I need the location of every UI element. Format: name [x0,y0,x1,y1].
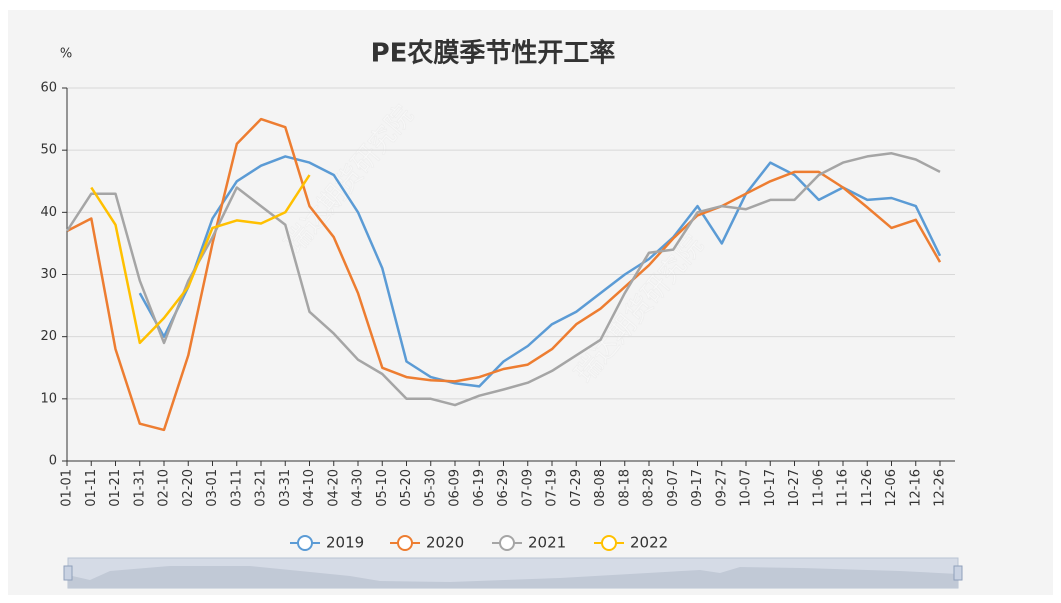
x-tick-label: 01-21 [108,469,123,507]
x-tick-label: 11-06 [811,469,826,507]
legend-label: 2021 [528,534,566,552]
x-tick-label: 05-30 [423,469,438,507]
legend-item[interactable]: 2020 [390,534,464,552]
legend-item[interactable]: 2022 [594,534,668,552]
legend-label: 2020 [426,534,464,552]
zoom-handle[interactable] [63,565,73,581]
chart-background [8,10,1053,595]
x-tick-label: 05-10 [375,469,390,507]
x-tick-label: 08-28 [642,469,657,507]
zoom-handle[interactable] [953,565,963,581]
legend-item[interactable]: 2019 [290,534,364,552]
legend-marker [499,535,515,551]
y-tick-label: 10 [40,391,57,406]
x-tick-label: 01-31 [132,469,147,507]
legend-label: 2019 [326,534,364,552]
x-tick-label: 10-27 [787,469,802,507]
x-tick-label: 04-30 [351,469,366,507]
x-tick-label: 12-06 [884,469,899,507]
x-tick-label: 06-09 [448,469,463,507]
x-tick-label: 02-20 [181,469,196,507]
x-tick-label: 06-29 [496,469,511,507]
x-tick-label: 09-17 [690,469,705,507]
x-tick-label: 10-07 [739,469,754,507]
x-tick-label: 03-11 [229,469,244,507]
x-tick-label: 08-18 [617,469,632,507]
y-tick-label: 30 [40,267,57,282]
legend-marker [397,535,413,551]
x-tick-label: 03-01 [205,469,220,507]
y-axis-label: % [60,47,72,62]
x-tick-label: 06-19 [472,469,487,507]
x-tick-label: 07-29 [569,469,584,507]
x-tick-label: 11-26 [860,469,875,507]
series-line [66,117,942,432]
legend-marker [297,535,313,551]
x-tick-label: 12-16 [908,469,923,507]
x-tick-label: 10-17 [763,469,778,507]
series-line [65,152,941,407]
legend-marker [601,535,617,551]
x-tick-label: 04-10 [302,469,317,507]
y-tick-label: 60 [40,81,57,96]
legend-item[interactable]: 2021 [492,534,566,552]
x-tick-label: 03-21 [254,469,269,507]
x-tick-label: 09-07 [666,469,681,507]
y-tick-label: 50 [40,143,57,158]
y-tick-label: 20 [40,329,57,344]
series-line [90,174,311,345]
y-tick-label: 0 [49,454,57,469]
x-tick-label: 07-19 [545,469,560,507]
x-tick-label: 11-16 [836,469,851,507]
x-tick-label: 04-20 [326,469,341,507]
x-tick-label: 09-27 [714,469,729,507]
legend-label: 2022 [630,534,668,552]
x-tick-label: 12-26 [933,469,948,507]
data-zoom[interactable] [63,557,963,589]
y-tick-label: 40 [40,205,57,220]
x-tick-label: 01-01 [60,469,75,507]
x-tick-label: 02-10 [157,469,172,507]
zoom-preview [68,566,958,588]
chart-title: PE农膜季节性开工率 [371,38,616,69]
x-tick-label: 05-20 [399,469,414,507]
x-tick-label: 08-08 [593,469,608,507]
x-tick-label: 07-09 [520,469,535,507]
x-tick-label: 01-11 [84,469,99,507]
x-tick-label: 03-31 [278,469,293,507]
